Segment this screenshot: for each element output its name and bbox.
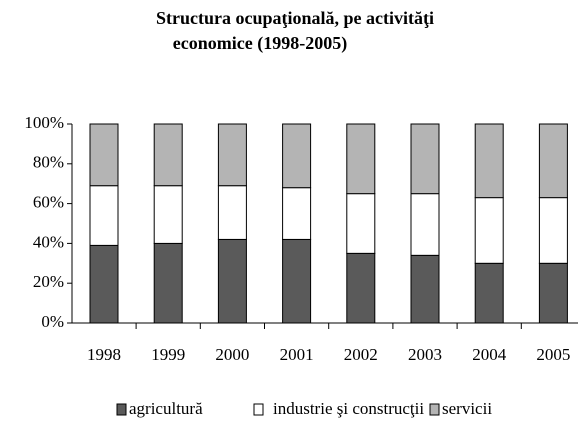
legend-swatch <box>116 403 127 416</box>
bar-segment <box>474 262 504 324</box>
bar-segment <box>410 193 440 256</box>
bar-segment <box>410 123 440 195</box>
x-tick-label: 1998 <box>87 345 121 364</box>
bar-segment <box>346 193 376 254</box>
legend-label: servicii <box>442 399 492 418</box>
x-tick-label: 2004 <box>472 345 507 364</box>
bar-segment <box>217 238 247 324</box>
x-tick-label: 2001 <box>280 345 314 364</box>
chart-title: economice (1998-2005) <box>173 33 347 54</box>
bar-segment <box>89 123 119 187</box>
bar-segment <box>282 123 312 189</box>
y-tick-label: 60% <box>33 193 64 212</box>
bar-segment <box>474 197 504 264</box>
bar-segment <box>282 238 312 324</box>
legend-label: agricultură <box>129 399 203 418</box>
bar-segment <box>346 123 376 195</box>
bar-segment <box>217 123 247 187</box>
bar-segment <box>282 187 312 240</box>
x-tick-label: 2002 <box>344 345 378 364</box>
chart-title: Structura ocupaţională, pe activităţi <box>156 8 434 28</box>
x-tick-label: 1999 <box>151 345 185 364</box>
bar-segment <box>89 185 119 246</box>
y-tick-label: 40% <box>33 232 64 251</box>
x-tick-label: 2000 <box>215 345 249 364</box>
legend-label: industrie şi construcţii <box>273 399 424 418</box>
bar-segment <box>474 123 504 199</box>
y-tick-label: 100% <box>24 113 64 132</box>
bar-segment <box>538 262 568 324</box>
y-tick-label: 80% <box>33 153 64 172</box>
bar-segment <box>346 252 376 324</box>
x-tick-label: 2003 <box>408 345 442 364</box>
y-tick-label: 0% <box>41 312 64 331</box>
legend-swatch <box>253 403 264 416</box>
bar-segment <box>217 185 247 240</box>
bar-segment <box>153 242 183 324</box>
bar-segment <box>410 254 440 324</box>
bar-segment <box>538 197 568 264</box>
legend-swatch <box>429 403 440 416</box>
bar-segment <box>538 123 568 199</box>
bar-segment <box>153 185 183 244</box>
bar-segment <box>153 123 183 187</box>
y-tick-label: 20% <box>33 272 64 291</box>
x-tick-label: 2005 <box>536 345 570 364</box>
bar-segment <box>89 244 119 324</box>
